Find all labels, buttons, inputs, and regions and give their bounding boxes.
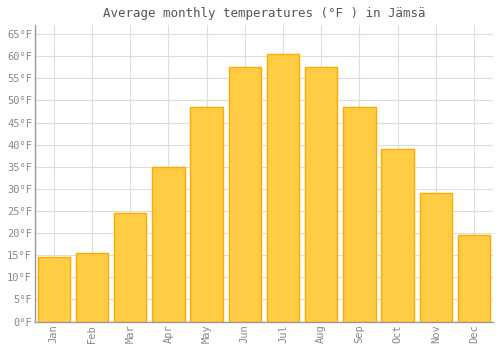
Bar: [458, 235, 490, 322]
Bar: [267, 54, 299, 322]
Bar: [228, 67, 261, 322]
Bar: [305, 67, 338, 322]
Bar: [382, 149, 414, 322]
Bar: [343, 107, 376, 322]
Bar: [152, 167, 184, 322]
Bar: [420, 193, 452, 322]
Bar: [76, 253, 108, 322]
Bar: [190, 107, 223, 322]
Bar: [114, 213, 146, 322]
Bar: [38, 257, 70, 322]
Title: Average monthly temperatures (°F ) in Jämsä: Average monthly temperatures (°F ) in Jä…: [102, 7, 425, 20]
